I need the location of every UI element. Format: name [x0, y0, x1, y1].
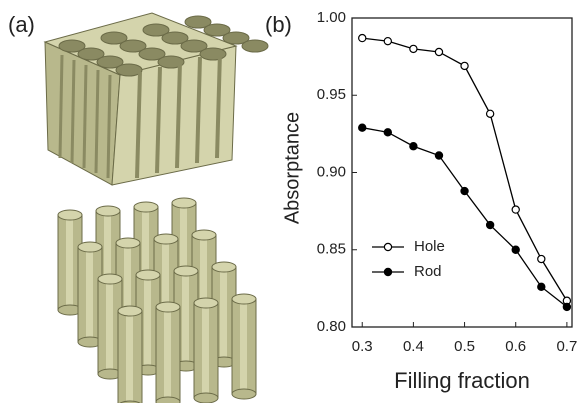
rod-top: [154, 234, 178, 244]
rod-shine: [220, 267, 227, 362]
hole: [242, 40, 268, 52]
marker: [563, 303, 570, 310]
groove: [84, 65, 86, 168]
panel-label: (a): [8, 12, 35, 37]
marker: [384, 38, 391, 45]
rod-shine: [126, 311, 133, 403]
y-tick-label: 0.95: [317, 86, 346, 103]
rod-shine: [106, 279, 113, 374]
groove: [108, 75, 110, 178]
marker: [461, 187, 468, 194]
rod-top: [98, 274, 122, 284]
y-tick-label: 0.85: [317, 241, 346, 258]
marker: [435, 48, 442, 55]
marker: [538, 283, 545, 290]
rod-bottom: [156, 397, 180, 403]
rod-shine: [164, 307, 171, 402]
rod-top: [156, 302, 180, 312]
rod-top: [194, 298, 218, 308]
marker: [461, 62, 468, 69]
y-tick-label: 0.80: [317, 318, 346, 335]
x-axis-label: Filling fraction: [394, 368, 530, 393]
y-tick-label: 0.90: [317, 163, 346, 180]
panel-label: (b): [265, 12, 292, 37]
rod-shine: [86, 247, 93, 342]
marker: [487, 110, 494, 117]
rod-top: [58, 210, 82, 220]
rod-top: [78, 242, 102, 252]
rod-top: [172, 198, 196, 208]
marker: [410, 143, 417, 150]
rod-shine: [144, 275, 151, 370]
rod-bottom: [232, 389, 256, 399]
series-line: [362, 38, 567, 301]
rod-top: [192, 230, 216, 240]
marker: [512, 246, 519, 253]
legend-marker: [384, 243, 391, 250]
rod-top: [212, 262, 236, 272]
rod-top: [174, 266, 198, 276]
rod-shine: [182, 271, 189, 366]
x-tick-label: 0.4: [403, 338, 424, 355]
marker: [538, 255, 545, 262]
rod-bottom: [194, 393, 218, 403]
groove: [72, 60, 74, 163]
y-tick-label: 1.00: [317, 9, 346, 26]
marker: [487, 221, 494, 228]
rod-shine: [66, 215, 73, 310]
rod-top: [232, 294, 256, 304]
marker: [512, 206, 519, 213]
y-axis-label: Absorptance: [281, 112, 303, 224]
legend-label: Rod: [414, 263, 442, 280]
rod-top: [134, 202, 158, 212]
rod-top: [96, 206, 120, 216]
illustration: [45, 13, 268, 403]
hole: [200, 48, 226, 60]
groove: [60, 55, 62, 158]
x-tick-label: 0.5: [454, 338, 475, 355]
groove: [96, 70, 98, 173]
marker: [410, 45, 417, 52]
rod-top: [116, 238, 140, 248]
x-tick-label: 0.6: [505, 338, 526, 355]
x-tick-label: 0.7: [556, 338, 577, 355]
marker: [359, 124, 366, 131]
legend-label: Hole: [414, 238, 445, 255]
marker: [435, 152, 442, 159]
legend-marker: [384, 268, 391, 275]
series-line: [362, 128, 567, 307]
rod-top: [136, 270, 160, 280]
rod-top: [118, 306, 142, 316]
rod-shine: [202, 303, 209, 398]
marker: [384, 129, 391, 136]
rod-shine: [240, 299, 247, 394]
x-tick-label: 0.3: [352, 338, 373, 355]
figure: (a) (b) Absorptance Filling fraction 0.8…: [0, 0, 582, 403]
marker: [359, 34, 366, 41]
